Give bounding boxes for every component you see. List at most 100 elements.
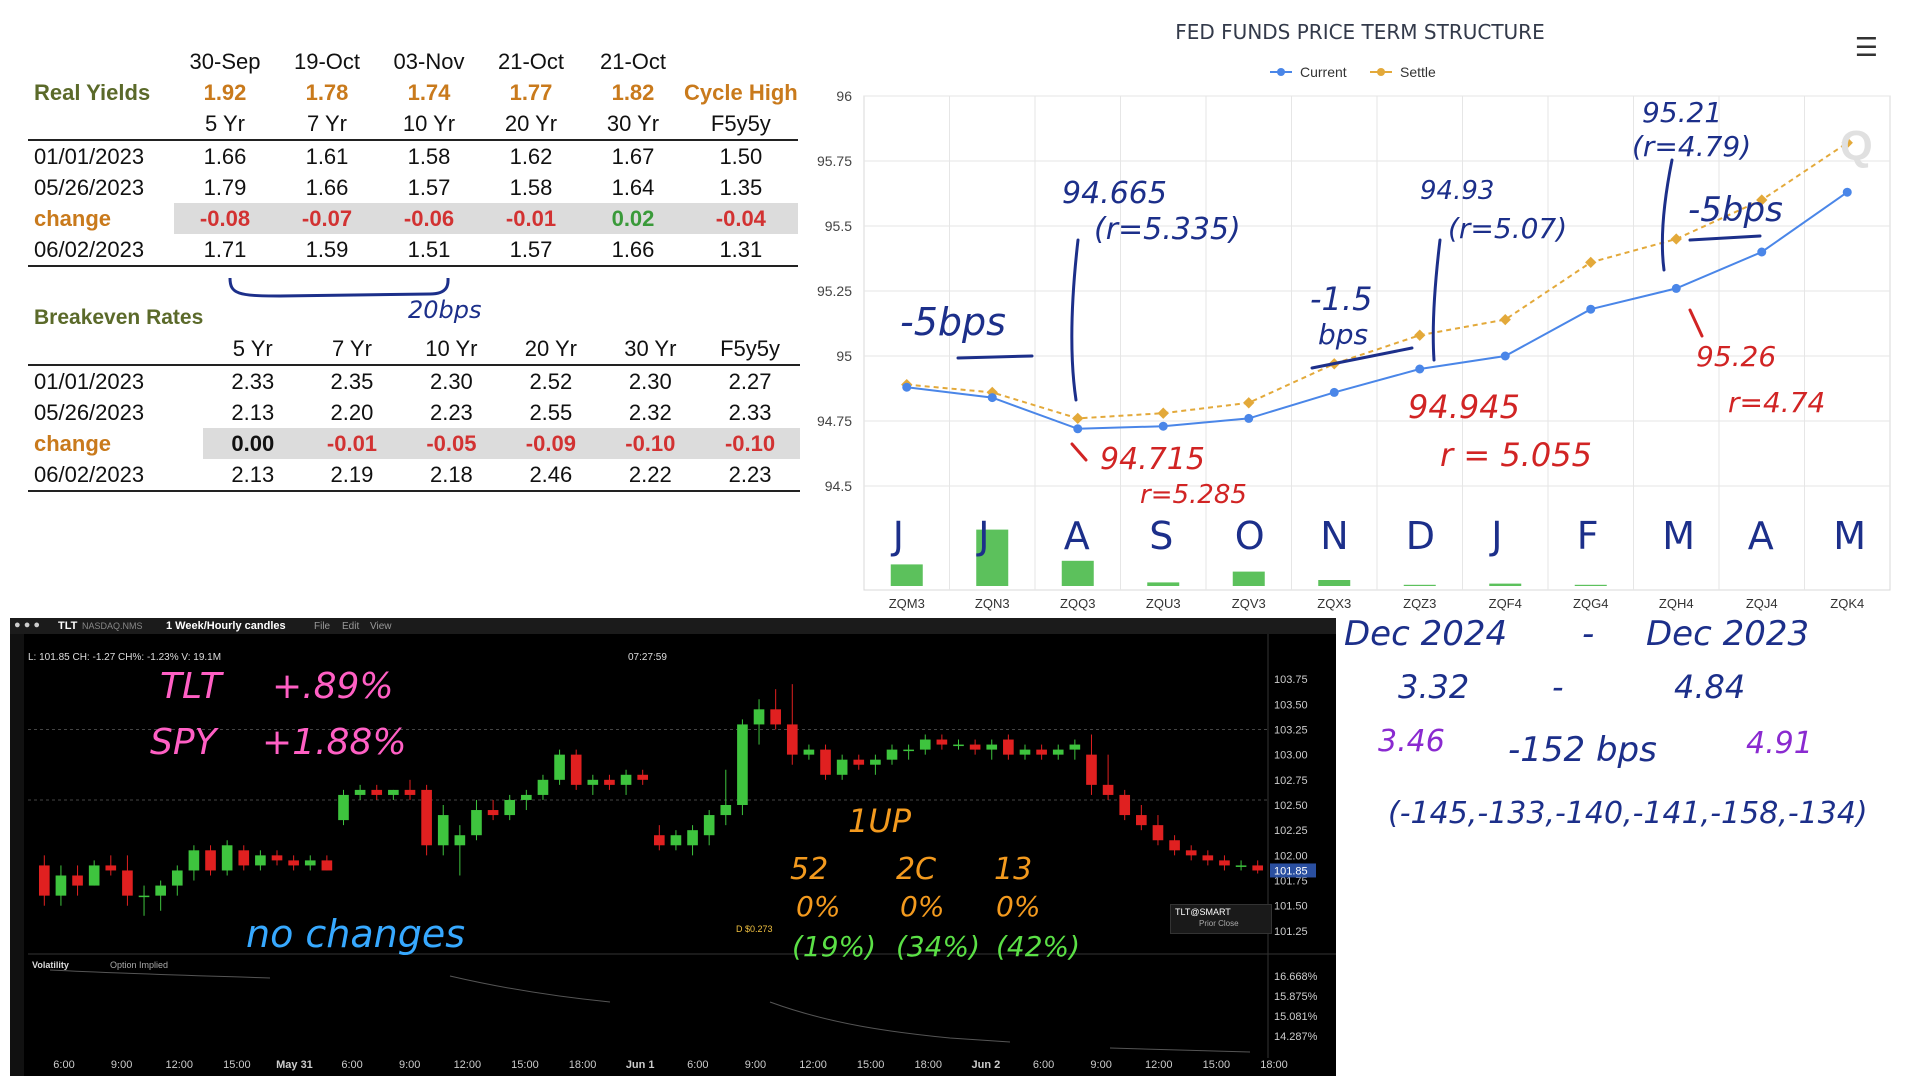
watermark-logo: Q — [1840, 122, 1873, 169]
candle-body — [205, 850, 216, 871]
candle-body — [936, 739, 948, 745]
candle-body — [354, 789, 366, 795]
x-tick-label: ZQU3 — [1146, 596, 1181, 611]
candle-body — [1069, 744, 1081, 750]
date-header-row: 30-Sep 19-Oct 03-Nov 21-Oct 21-Oct — [28, 46, 798, 77]
price-tick-label: 102.75 — [1274, 775, 1308, 787]
menu-file[interactable]: File — [314, 621, 331, 632]
vol-tick-label: 15.081% — [1274, 1011, 1318, 1023]
x-tick-label: ZQF4 — [1489, 596, 1522, 611]
symbol-label[interactable]: TLT — [58, 620, 78, 632]
price-tick-label: 103.50 — [1274, 699, 1308, 711]
candle-body — [1185, 850, 1197, 856]
volume-bar — [1318, 580, 1351, 586]
month-letter: J — [978, 514, 990, 558]
data-point — [1757, 247, 1767, 257]
data-point — [987, 393, 997, 403]
date-header: 03-Nov — [393, 48, 465, 74]
current-price-box — [1270, 863, 1316, 878]
current-price-label: 101.85 — [1274, 865, 1308, 877]
month-letter: S — [1149, 514, 1174, 558]
data-point — [1585, 256, 1597, 269]
candle-body — [720, 805, 732, 816]
x-tick-label: ZQQ3 — [1060, 596, 1095, 611]
month-letter: F — [1576, 514, 1599, 558]
data-point — [1671, 283, 1681, 293]
candle-body — [288, 860, 299, 866]
table-row: 05/26/2023 1.79 1.66 1.57 1.58 1.64 1.35 — [34, 174, 763, 200]
left-toolbar — [10, 634, 24, 1076]
change-row: change 0.00 -0.01 -0.05 -0.09 -0.10 -0.1… — [28, 428, 800, 459]
price-tick-label: 103.00 — [1274, 750, 1308, 762]
menu-view[interactable]: View — [370, 621, 392, 632]
chart-title: FED FUNDS PRICE TERM STRUCTURE — [1175, 20, 1545, 44]
volume-bar — [1489, 583, 1522, 586]
date-header: 21-Oct — [497, 48, 565, 74]
candle-body — [321, 860, 333, 871]
candle-body — [155, 885, 166, 896]
data-point — [902, 382, 912, 392]
change-row: change -0.08 -0.07 -0.06 -0.01 0.02 -0.0… — [28, 203, 798, 234]
candle-body — [238, 850, 250, 866]
time-tick-label: Jun 2 — [972, 1059, 1001, 1071]
month-letter: N — [1320, 514, 1349, 558]
series-line — [906, 141, 1848, 420]
candle-body — [1036, 749, 1047, 755]
volatility-option-dropdown[interactable]: Option Implied — [110, 960, 169, 970]
legend-marker — [1277, 68, 1285, 76]
crosshair-time: 07:27:59 — [628, 652, 667, 663]
annotation-stroke — [1660, 158, 1674, 272]
legend-marker — [1377, 68, 1385, 76]
candle-body — [188, 850, 200, 871]
date-header: 19-Oct — [293, 48, 361, 74]
data-point — [1415, 364, 1425, 374]
y-tick-label: 96 — [836, 88, 852, 104]
candle-body — [1086, 754, 1097, 785]
candle-body — [1169, 840, 1180, 851]
symbol-overlay-box[interactable]: TLT@SMART Prior Close — [1170, 904, 1272, 934]
price-tick-label: 102.25 — [1274, 825, 1308, 837]
timeframe-dropdown[interactable]: 1 Week/Hourly candles — [166, 620, 286, 632]
candle-body — [637, 774, 649, 780]
candle-body — [338, 794, 349, 821]
real-yields-panel: 30-Sep 19-Oct 03-Nov 21-Oct 21-Oct Real … — [0, 0, 800, 530]
window-controls-icon[interactable]: ● ● ● — [14, 619, 41, 631]
volume-bar — [890, 564, 923, 586]
annotation-stroke — [1070, 442, 1088, 462]
time-tick-label: May 31 — [276, 1059, 313, 1071]
cycle-high-value: 1.92 — [203, 79, 247, 105]
time-tick-label: 12:00 — [165, 1059, 193, 1071]
candle-body — [1003, 739, 1014, 755]
candle-body — [371, 789, 383, 795]
y-tick-label: 94.75 — [817, 413, 852, 429]
candle-body — [105, 865, 117, 871]
data-point — [1073, 424, 1083, 434]
time-tick-label: 15:00 — [1203, 1059, 1231, 1071]
exchange-label: NASDAQ.NMS — [82, 621, 143, 631]
menu-edit[interactable]: Edit — [342, 621, 360, 632]
x-tick-label: ZQN3 — [975, 596, 1010, 611]
tenor-label: 7 Yr — [307, 110, 347, 136]
tlt-chart-svg: 103.75 103.50 103.25 103.00 102.75 102.50 102.… — [10, 634, 1336, 1076]
candle-body — [1219, 860, 1230, 866]
candle-body — [404, 789, 416, 795]
time-tick-label: 15:00 — [223, 1059, 251, 1071]
right-notes: Dec 2024 - Dec 2023 3.32 - 4.84 3.46 -15… — [1344, 614, 1868, 831]
candle-body — [454, 835, 466, 846]
tenor-row: 5 Yr 7 Yr 10 Yr 20 Yr 30 Yr F5y5y — [28, 333, 800, 365]
cycle-high-row: Real Yields 1.92 1.78 1.74 1.77 1.82 Cyc… — [28, 77, 798, 108]
candle-body — [304, 860, 316, 866]
candle-body — [820, 749, 831, 775]
candle-body — [803, 749, 815, 755]
tenor-label: 7 Yr — [331, 335, 372, 361]
real-yields-table: 30-Sep 19-Oct 03-Nov 21-Oct 21-Oct Real … — [28, 46, 798, 267]
annotation-stroke — [1431, 238, 1442, 362]
hamburger-menu-icon[interactable]: ☰ — [1854, 32, 1878, 62]
annotation-stroke — [1688, 308, 1704, 338]
candle-body — [1019, 749, 1031, 755]
fed-chart-svg: 96 95.75 95.5 95.25 95 94.75 94.5 ZQM3 ZQN3 ZQQ3 Z… — [817, 64, 1891, 611]
month-letter: J — [892, 514, 904, 558]
month-letter: A — [1063, 514, 1090, 558]
bracket-label: 20bps — [408, 296, 482, 324]
candle-body — [88, 865, 100, 886]
